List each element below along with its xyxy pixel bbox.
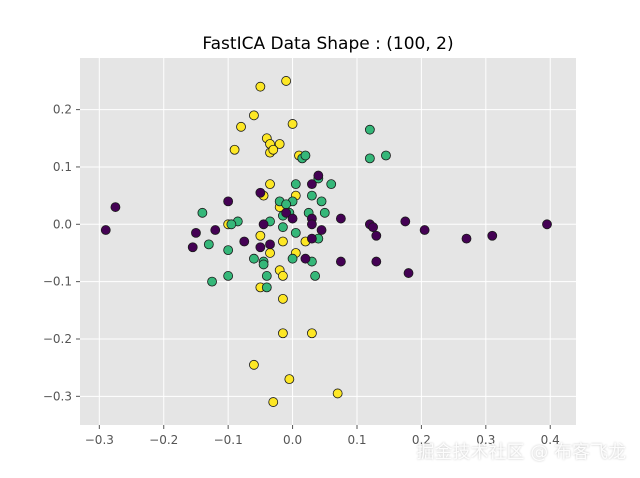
y-tick-label: −0.2 [43, 332, 72, 346]
grid-lines [80, 58, 576, 425]
scatter-point [287, 119, 298, 129]
x-tick-label: 0.3 [476, 433, 495, 447]
scatter-point [100, 225, 111, 235]
scatter-point [187, 242, 198, 253]
y-tick-label: 0.0 [53, 217, 72, 231]
scatter-point [236, 121, 246, 132]
scatter-point [278, 293, 288, 304]
plot-area [80, 58, 576, 425]
scatter-point [381, 150, 391, 161]
scatter-point [364, 153, 375, 164]
x-tick-label: −0.2 [149, 433, 178, 447]
x-tick-label: −0.3 [85, 433, 114, 447]
scatter-point [306, 179, 317, 190]
scatter-point [197, 207, 208, 218]
scatter-point [371, 230, 382, 241]
scatter-point [265, 179, 275, 190]
scatter-point [313, 170, 324, 181]
scatter-point [255, 242, 266, 253]
scatter-point [400, 216, 411, 227]
y-tick-label: −0.3 [43, 389, 72, 403]
scatter-point [210, 225, 221, 235]
scatter-point [403, 268, 414, 278]
scatter-point [265, 239, 275, 250]
scatter-point [249, 359, 259, 370]
y-tick-label: −0.1 [43, 275, 72, 289]
scatter-point [487, 230, 498, 241]
scatter-point [223, 245, 234, 256]
scatter-point [255, 81, 266, 92]
scatter-point [281, 76, 292, 86]
scatter-point [268, 144, 279, 155]
scatter-point [306, 219, 317, 230]
scatter-point [300, 150, 311, 161]
scatter-point [278, 236, 288, 247]
scatter-point [319, 207, 330, 218]
scatter-point [332, 388, 343, 399]
scatter-point [110, 202, 121, 212]
scatter-point [290, 227, 301, 238]
scatter-point [419, 225, 430, 235]
scatter-point [261, 271, 272, 281]
x-tick-label: 0.4 [541, 433, 560, 447]
y-tick-label: 0.2 [53, 103, 72, 117]
scatter-point [274, 139, 285, 149]
x-tick-label: 0.0 [283, 433, 302, 447]
scatter-point [258, 259, 269, 270]
scatter-point [249, 253, 259, 264]
scatter-point [284, 374, 295, 385]
scatter-point [268, 397, 279, 407]
scatter-point [542, 219, 552, 230]
scatter-point [223, 271, 234, 281]
scatter-point [278, 222, 288, 233]
scatter-point [287, 253, 298, 264]
chart-title: FastICA Data Shape : (100, 2) [202, 34, 453, 54]
scatter-point [191, 227, 201, 238]
scatter-point [239, 236, 250, 247]
scatter-point [281, 199, 292, 210]
scatter-point [278, 271, 288, 281]
scatter-point [249, 110, 259, 121]
scatter-point [461, 233, 472, 244]
scatter-point [258, 219, 269, 230]
scatter-point [287, 213, 298, 224]
x-tick-label: 0.2 [412, 433, 431, 447]
scatter-point [281, 207, 292, 218]
scatter-point [335, 213, 346, 224]
x-tick-label: 0.1 [347, 433, 366, 447]
scatter-point [207, 276, 217, 287]
x-tick-label: −0.1 [214, 433, 243, 447]
scatter-point [368, 222, 378, 233]
scatter-point [300, 253, 311, 264]
scatter-point [371, 256, 382, 267]
data-points [100, 76, 552, 407]
scatter-point [364, 124, 375, 135]
scatter-point [306, 190, 317, 201]
scatter-point [203, 239, 214, 250]
scatter-point [229, 144, 240, 155]
scatter-point [306, 233, 317, 244]
scatter-point [226, 219, 237, 230]
scatter-point [326, 179, 337, 190]
scatter-point [290, 179, 301, 190]
scatter-point [310, 271, 321, 281]
scatter-point [278, 328, 288, 339]
scatter-point [306, 328, 317, 339]
y-tick-label: 0.1 [53, 160, 72, 174]
scatter-point [265, 248, 275, 258]
scatter-point [335, 256, 346, 267]
scatter-point [316, 196, 327, 207]
scatter-point [255, 230, 266, 241]
watermark-text: 掘金技术社区 @ 布客飞龙 [416, 442, 626, 463]
scatter-point [316, 225, 327, 235]
scatter-point [223, 196, 234, 207]
scatter-point [255, 187, 266, 198]
axis-ticks: −0.3 −0.2 −0.1 0.0 0.1 0.2 0.3 0.4 −0.3 −0.2 −0.1 0… [43, 103, 560, 447]
scatter-point [261, 282, 272, 293]
